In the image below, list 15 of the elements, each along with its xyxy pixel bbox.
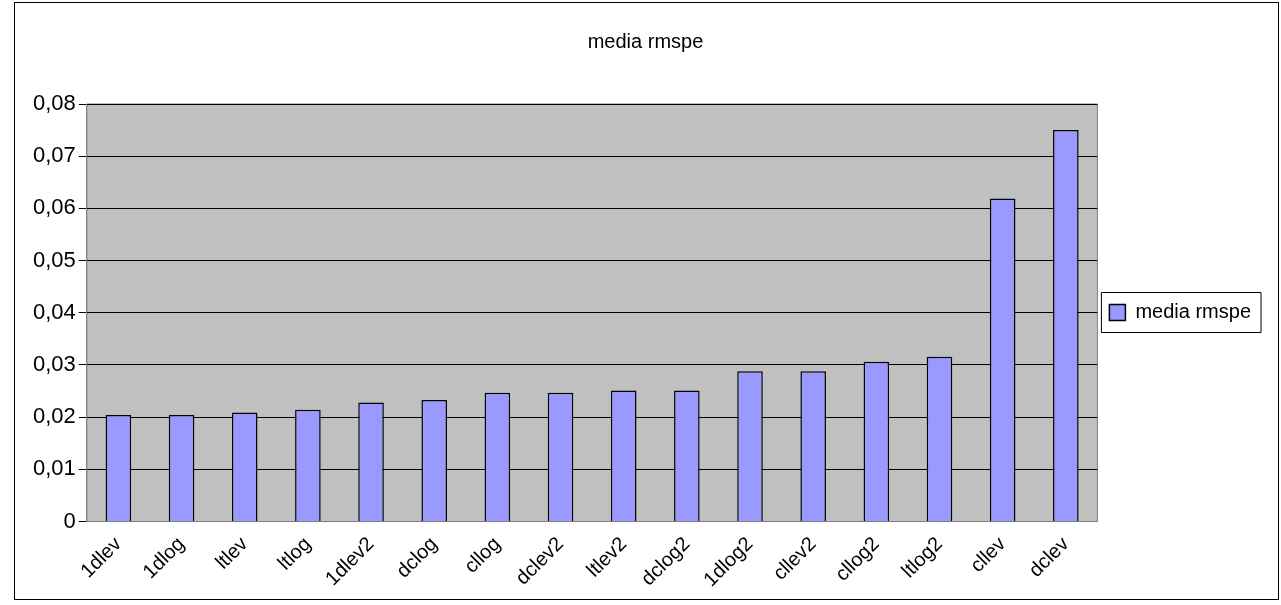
y-tick-label: 0 [63,507,76,533]
legend-label: media rmspe [1135,300,1252,323]
y-tick-label: 0,02 [32,403,76,429]
x-tick-label: ltlev [210,532,252,573]
y-tick-label: 0,08 [32,90,76,116]
chart-title: media rmspe [587,29,704,52]
y-tick-label: 0,03 [32,351,76,377]
x-tick-label: ltlog [273,532,315,574]
y-tick-label: 0,07 [32,142,76,168]
y-tick-label: 0,06 [32,194,76,220]
y-tick-label: 0,01 [32,455,76,481]
y-tick-label: 0,04 [32,298,76,324]
y-tick-label: 0,05 [32,246,76,272]
x-tick-label: cllog [459,532,505,577]
x-tick-label: cllev [965,532,1010,577]
